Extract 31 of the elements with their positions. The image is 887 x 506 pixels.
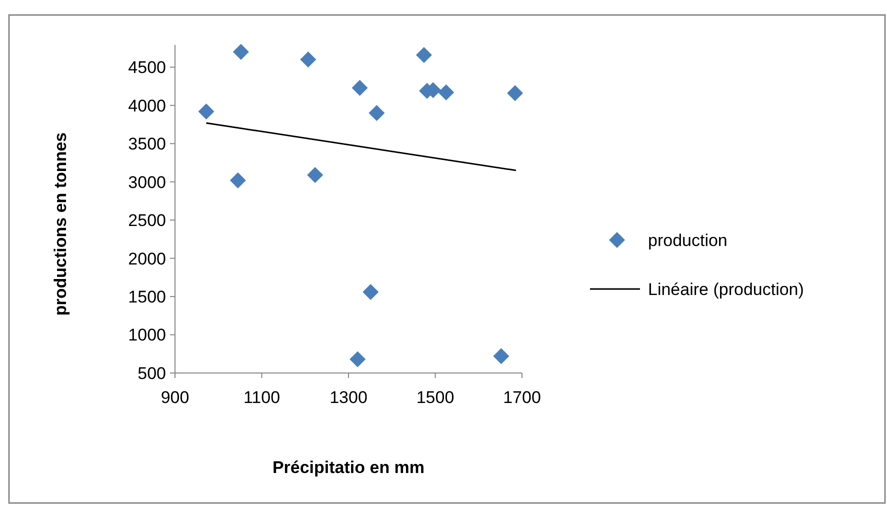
x-tick-label: 1700 bbox=[503, 388, 541, 407]
legend-label: production bbox=[648, 230, 728, 250]
y-tick-label: 2500 bbox=[128, 211, 166, 230]
y-tick-label: 1500 bbox=[128, 287, 166, 306]
point bbox=[230, 172, 246, 188]
y-tick-label: 3000 bbox=[128, 172, 166, 192]
y-tick-label: 500 bbox=[138, 364, 166, 383]
y-tick-label: 3500 bbox=[128, 134, 166, 154]
y-axis-title: productions en tonnes bbox=[51, 132, 70, 316]
legend-label: Linéaire (production) bbox=[648, 280, 804, 299]
point bbox=[198, 104, 214, 120]
x-axis-title: Précipitatio en mm bbox=[272, 458, 425, 477]
x-tick-label: 900 bbox=[160, 388, 190, 407]
point bbox=[507, 85, 524, 102]
point bbox=[307, 166, 324, 183]
point bbox=[493, 348, 510, 364]
point bbox=[352, 80, 368, 96]
x-tick-label: 1500 bbox=[416, 388, 454, 407]
point bbox=[350, 351, 366, 368]
x-tick-label: 1100 bbox=[243, 388, 280, 407]
point bbox=[232, 44, 249, 60]
x-tick-label: 1300 bbox=[330, 388, 368, 407]
point bbox=[368, 105, 385, 122]
point bbox=[300, 52, 316, 68]
y-tick-label: 1000 bbox=[128, 326, 166, 345]
y-tick-label: 2000 bbox=[128, 249, 166, 268]
y-tick-label: 4000 bbox=[128, 96, 166, 116]
point bbox=[362, 284, 379, 300]
point bbox=[438, 84, 454, 100]
point bbox=[416, 46, 432, 63]
y-tick-label: 4500 bbox=[128, 58, 166, 78]
